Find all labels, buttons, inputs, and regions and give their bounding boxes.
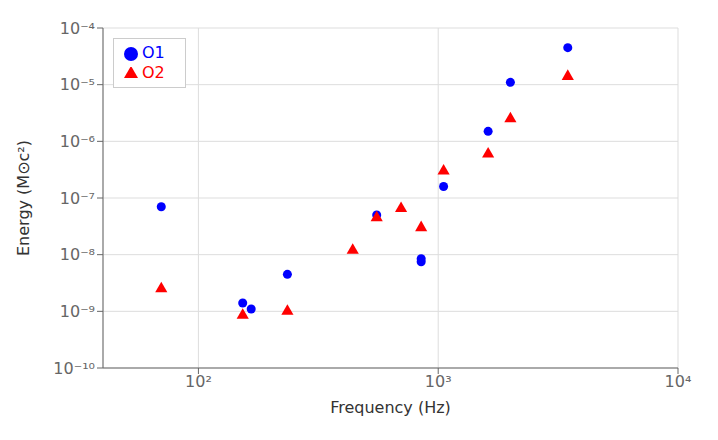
svg-text:10²: 10² <box>185 372 212 391</box>
svg-text:10⁻⁵: 10⁻⁵ <box>60 75 95 94</box>
svg-text:10⁻⁹: 10⁻⁹ <box>60 302 95 321</box>
svg-text:10⁴: 10⁴ <box>665 372 692 391</box>
svg-text:10⁻¹⁰: 10⁻¹⁰ <box>53 359 95 378</box>
svg-text:10⁻⁶: 10⁻⁶ <box>60 132 95 151</box>
svg-text:Frequency (Hz): Frequency (Hz) <box>330 398 451 417</box>
html-text:O1: O1 <box>142 43 165 62</box>
svg-text:10⁻⁷: 10⁻⁷ <box>60 189 95 208</box>
svg-text:10⁻⁴: 10⁻⁴ <box>60 19 95 38</box>
svg-text:10⁻⁸: 10⁻⁸ <box>60 245 95 264</box>
svg-text:Energy (M⊙c²): Energy (M⊙c²) <box>14 140 33 256</box>
svg-text:10³: 10³ <box>425 372 452 391</box>
html-text:O2: O2 <box>142 63 165 82</box>
